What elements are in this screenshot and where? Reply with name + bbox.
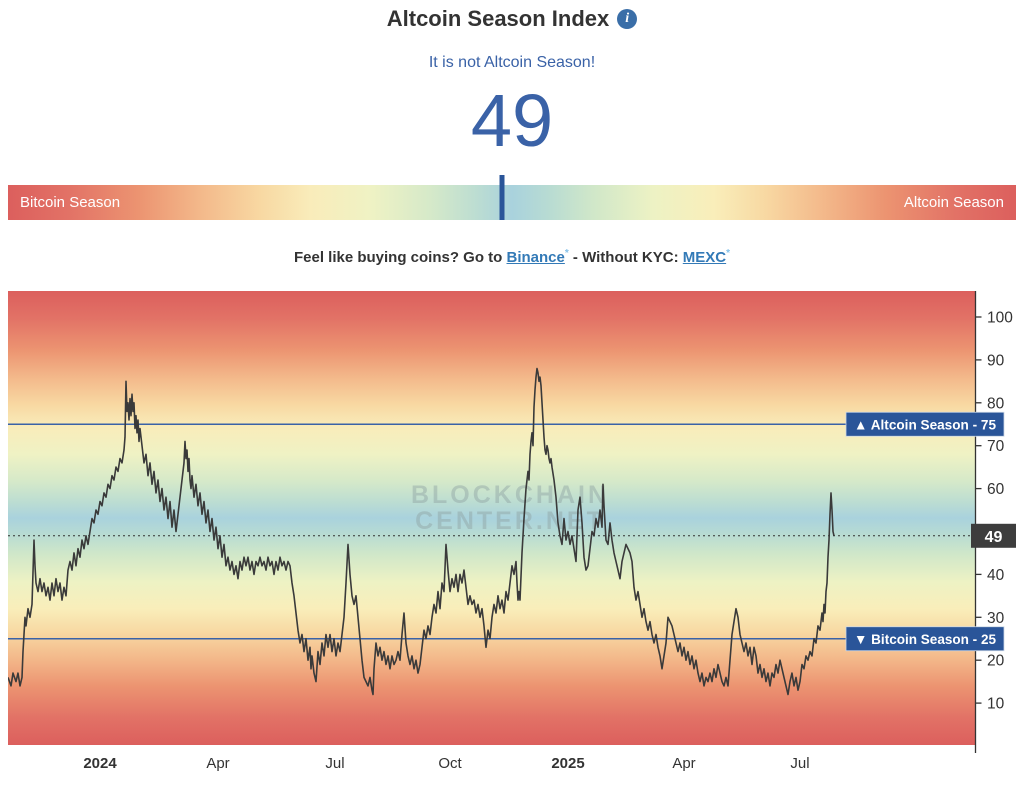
x-axis-label: Jul <box>325 755 344 772</box>
x-axis-label: 2025 <box>551 755 584 772</box>
promo-middle: - Without KYC: <box>568 249 683 266</box>
watermark: BLOCKCHAIN <box>411 481 609 509</box>
current-value-badge <box>971 523 1016 548</box>
x-axis-label: 2024 <box>83 755 117 772</box>
season-gradient-bar: Bitcoin Season Altcoin Season <box>8 185 1016 220</box>
season-status-text: It is not Altcoin Season! <box>428 54 596 71</box>
x-axis-label: Jul <box>790 755 809 772</box>
season-gauge: Bitcoin Season Altcoin Season <box>8 173 1016 223</box>
altcoin-season-chart: BLOCKCHAIN CENTER.NET 100 90 80 70 60 40 30 20 10 2… <box>7 291 1016 780</box>
y-axis-label: 90 <box>987 352 1005 369</box>
page-header: Altcoin Season Index i <box>0 6 1024 32</box>
mexc-asterisk: * <box>726 248 731 259</box>
altcoin-season-badge-label: ▲ Altcoin Season - 75 <box>854 417 996 433</box>
altcoin-season-badge <box>845 411 1005 437</box>
chart-background-gradient <box>8 291 975 745</box>
index-line-series <box>7 367 835 696</box>
y-axis-label: 30 <box>987 610 1005 627</box>
binance-link[interactable]: Binance <box>506 249 565 266</box>
y-axis-label: 40 <box>987 567 1005 584</box>
watermark: CENTER.NET <box>415 507 605 535</box>
x-axis-label: Apr <box>206 755 229 772</box>
index-marker <box>499 175 505 220</box>
page-title: Altcoin Season Index <box>386 6 610 31</box>
promo-text: Feel like buying coins? Go to Binance* -… <box>0 248 1024 266</box>
y-axis-label: 20 <box>987 653 1005 670</box>
y-axis-label: 100 <box>987 309 1013 326</box>
mexc-link[interactable]: MEXC <box>682 249 727 266</box>
promo-prefix: Feel like buying coins? Go to <box>293 249 507 266</box>
x-axis-label: Oct <box>438 755 462 772</box>
x-axis-label: Apr <box>672 755 695 772</box>
y-axis-label: 60 <box>987 481 1005 498</box>
y-axis-label: 10 <box>987 696 1005 713</box>
altcoin-season-label: Altcoin Season <box>903 194 1004 211</box>
index-value: 49 <box>470 79 554 162</box>
current-value-badge-label: 49 <box>985 529 1003 546</box>
bitcoin-season-label: Bitcoin Season <box>20 194 121 211</box>
y-axis-label: 80 <box>987 395 1005 412</box>
bitcoin-season-badge <box>845 626 1005 652</box>
info-icon[interactable]: i <box>617 9 638 29</box>
bitcoin-season-badge-label: ▼ Bitcoin Season - 25 <box>854 631 996 647</box>
y-axis-label: 70 <box>987 438 1005 455</box>
binance-asterisk: * <box>564 248 569 259</box>
